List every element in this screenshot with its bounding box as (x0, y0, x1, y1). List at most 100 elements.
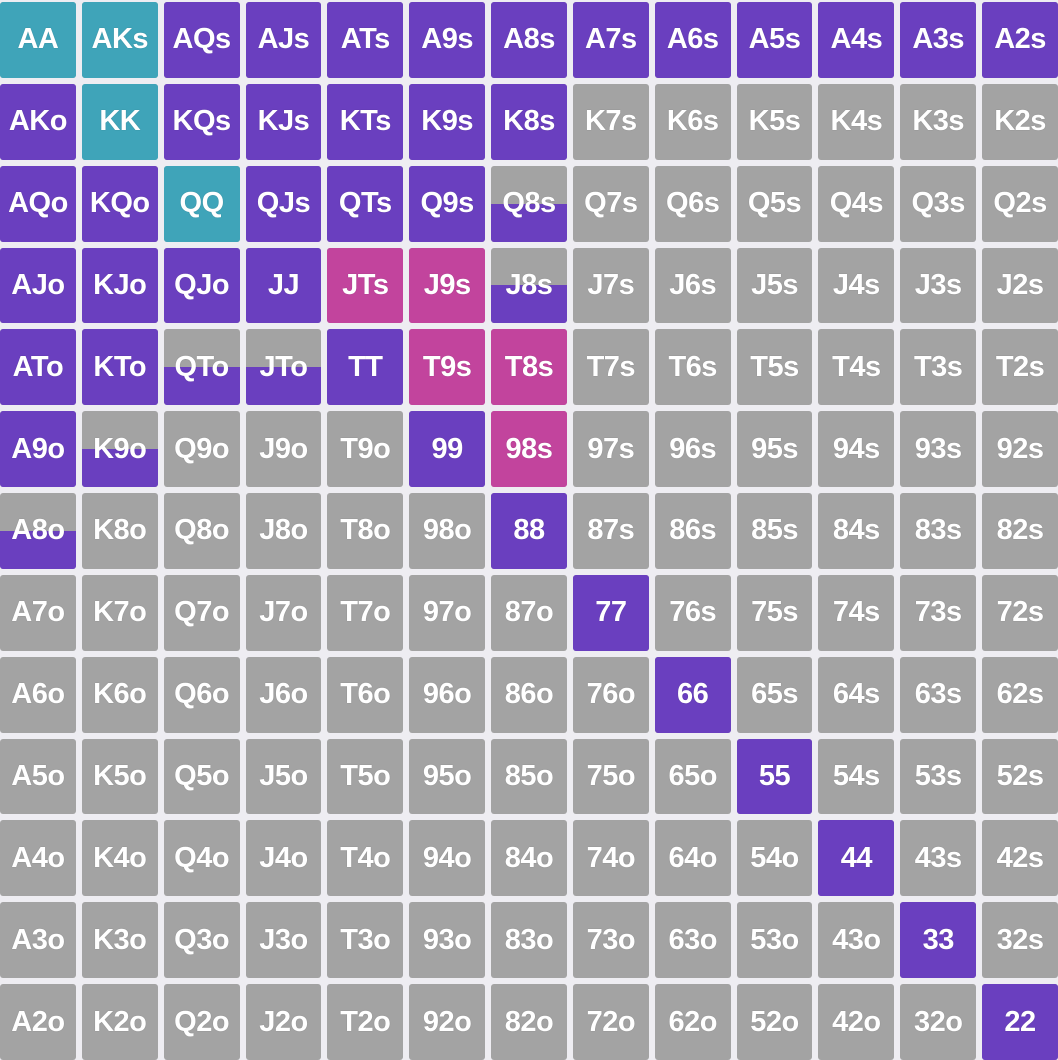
hand-cell-k3s[interactable]: K3s (900, 83, 977, 160)
hand-cell-76s[interactable]: 76s (654, 574, 731, 651)
hand-cell-82s[interactable]: 82s (982, 493, 1058, 569)
hand-cell-q4o[interactable]: Q4o (163, 820, 240, 897)
hand-cell-q3s[interactable]: Q3s (900, 165, 977, 242)
hand-cell-42s[interactable]: 42s (982, 820, 1058, 897)
hand-cell-ajo[interactable]: AJo (0, 247, 76, 324)
hand-cell-76o[interactable]: 76o (572, 656, 649, 733)
hand-cell-73o[interactable]: 73o (572, 902, 649, 979)
hand-cell-93s[interactable]: 93s (900, 411, 977, 488)
hand-cell-43o[interactable]: 43o (818, 902, 895, 979)
hand-cell-92s[interactable]: 92s (982, 411, 1058, 488)
hand-cell-a6o[interactable]: A6o (0, 656, 76, 733)
hand-cell-a2s[interactable]: A2s (982, 2, 1058, 78)
hand-cell-t4s[interactable]: T4s (818, 329, 895, 406)
hand-cell-97s[interactable]: 97s (572, 411, 649, 488)
hand-cell-72s[interactable]: 72s (982, 574, 1058, 651)
hand-cell-87o[interactable]: 87o (491, 574, 567, 651)
hand-cell-q9s[interactable]: Q9s (409, 165, 486, 242)
hand-cell-qjo[interactable]: QJo (163, 247, 240, 324)
hand-cell-92o[interactable]: 92o (409, 984, 486, 1060)
hand-cell-tt[interactable]: TT (327, 329, 404, 406)
hand-cell-aqs[interactable]: AQs (163, 2, 240, 78)
hand-cell-qts[interactable]: QTs (327, 165, 404, 242)
hand-cell-74o[interactable]: 74o (572, 820, 649, 897)
hand-cell-62o[interactable]: 62o (654, 984, 731, 1060)
hand-cell-q5o[interactable]: Q5o (163, 738, 240, 815)
hand-cell-q8s[interactable]: Q8s (491, 165, 567, 242)
hand-cell-qjs[interactable]: QJs (245, 165, 322, 242)
hand-cell-k6o[interactable]: K6o (81, 656, 158, 733)
hand-cell-k8s[interactable]: K8s (491, 83, 567, 160)
hand-cell-99[interactable]: 99 (409, 411, 486, 488)
hand-cell-k6s[interactable]: K6s (654, 83, 731, 160)
hand-cell-ats[interactable]: ATs (327, 2, 404, 78)
hand-cell-85s[interactable]: 85s (736, 493, 813, 569)
hand-cell-k2o[interactable]: K2o (81, 984, 158, 1060)
hand-cell-t4o[interactable]: T4o (327, 820, 404, 897)
hand-cell-98s[interactable]: 98s (491, 411, 567, 488)
hand-cell-83s[interactable]: 83s (900, 493, 977, 569)
hand-cell-q6s[interactable]: Q6s (654, 165, 731, 242)
hand-cell-jts[interactable]: JTs (327, 247, 404, 324)
hand-cell-k9o[interactable]: K9o (81, 411, 158, 488)
hand-cell-t3s[interactable]: T3s (900, 329, 977, 406)
hand-cell-k7o[interactable]: K7o (81, 574, 158, 651)
hand-cell-65o[interactable]: 65o (654, 738, 731, 815)
hand-cell-j8o[interactable]: J8o (245, 493, 322, 569)
hand-cell-t7o[interactable]: T7o (327, 574, 404, 651)
hand-cell-q9o[interactable]: Q9o (163, 411, 240, 488)
hand-cell-t2o[interactable]: T2o (327, 984, 404, 1060)
hand-cell-84o[interactable]: 84o (491, 820, 567, 897)
hand-cell-j8s[interactable]: J8s (491, 247, 567, 324)
hand-cell-93o[interactable]: 93o (409, 902, 486, 979)
hand-cell-kto[interactable]: KTo (81, 329, 158, 406)
hand-cell-k8o[interactable]: K8o (81, 493, 158, 569)
hand-cell-kqo[interactable]: KQo (81, 165, 158, 242)
hand-cell-k4o[interactable]: K4o (81, 820, 158, 897)
hand-cell-42o[interactable]: 42o (818, 984, 895, 1060)
hand-cell-j6s[interactable]: J6s (654, 247, 731, 324)
hand-cell-q8o[interactable]: Q8o (163, 493, 240, 569)
hand-cell-j2o[interactable]: J2o (245, 984, 322, 1060)
hand-cell-a5o[interactable]: A5o (0, 738, 76, 815)
hand-cell-q5s[interactable]: Q5s (736, 165, 813, 242)
hand-cell-j5o[interactable]: J5o (245, 738, 322, 815)
hand-cell-qq[interactable]: QQ (163, 165, 240, 242)
hand-cell-k4s[interactable]: K4s (818, 83, 895, 160)
hand-cell-96o[interactable]: 96o (409, 656, 486, 733)
hand-cell-t6o[interactable]: T6o (327, 656, 404, 733)
hand-cell-94s[interactable]: 94s (818, 411, 895, 488)
hand-cell-kjo[interactable]: KJo (81, 247, 158, 324)
hand-cell-aqo[interactable]: AQo (0, 165, 76, 242)
hand-cell-a3s[interactable]: A3s (900, 2, 977, 78)
hand-cell-65s[interactable]: 65s (736, 656, 813, 733)
hand-cell-k9s[interactable]: K9s (409, 83, 486, 160)
hand-cell-j3s[interactable]: J3s (900, 247, 977, 324)
hand-cell-a4s[interactable]: A4s (818, 2, 895, 78)
hand-cell-75o[interactable]: 75o (572, 738, 649, 815)
hand-cell-52o[interactable]: 52o (736, 984, 813, 1060)
hand-cell-63s[interactable]: 63s (900, 656, 977, 733)
hand-cell-a7o[interactable]: A7o (0, 574, 76, 651)
hand-cell-a6s[interactable]: A6s (654, 2, 731, 78)
hand-cell-t6s[interactable]: T6s (654, 329, 731, 406)
hand-cell-q3o[interactable]: Q3o (163, 902, 240, 979)
hand-cell-97o[interactable]: 97o (409, 574, 486, 651)
hand-cell-83o[interactable]: 83o (491, 902, 567, 979)
hand-cell-j6o[interactable]: J6o (245, 656, 322, 733)
hand-cell-62s[interactable]: 62s (982, 656, 1058, 733)
hand-cell-73s[interactable]: 73s (900, 574, 977, 651)
hand-cell-82o[interactable]: 82o (491, 984, 567, 1060)
hand-cell-k3o[interactable]: K3o (81, 902, 158, 979)
hand-cell-j2s[interactable]: J2s (982, 247, 1058, 324)
hand-cell-ajs[interactable]: AJs (245, 2, 322, 78)
hand-cell-jto[interactable]: JTo (245, 329, 322, 406)
hand-cell-t5s[interactable]: T5s (736, 329, 813, 406)
hand-cell-k2s[interactable]: K2s (982, 83, 1058, 160)
hand-cell-j7o[interactable]: J7o (245, 574, 322, 651)
hand-cell-t8s[interactable]: T8s (491, 329, 567, 406)
hand-cell-kts[interactable]: KTs (327, 83, 404, 160)
hand-cell-t3o[interactable]: T3o (327, 902, 404, 979)
hand-cell-63o[interactable]: 63o (654, 902, 731, 979)
hand-cell-54s[interactable]: 54s (818, 738, 895, 815)
